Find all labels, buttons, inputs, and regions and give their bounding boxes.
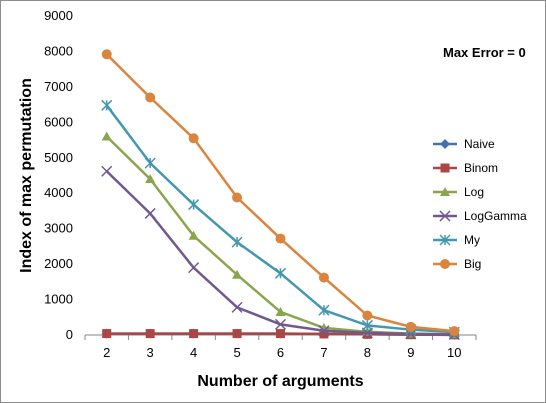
x-tick-label: 2: [103, 345, 110, 360]
y-tick-label: 1000: [44, 292, 73, 307]
x-tick-label: 4: [190, 345, 197, 360]
data-point: [440, 139, 450, 149]
legend-label: My: [464, 233, 480, 247]
data-point: [439, 234, 451, 246]
data-point: [440, 259, 450, 269]
data-point: [405, 321, 416, 332]
data-point: [318, 304, 330, 316]
x-tick-label: 5: [233, 345, 240, 360]
legend-label: Log: [464, 185, 484, 199]
y-tick-label: 3000: [44, 221, 73, 236]
x-axis-ticks: 2 3 4 5 6 7 8 9 10: [84, 335, 477, 360]
data-point: [102, 329, 112, 339]
y-axis-title: Index of max permutation: [18, 78, 35, 273]
y-tick-label: 9000: [44, 8, 73, 23]
data-point: [101, 165, 113, 177]
x-axis-title: Number of arguments: [197, 373, 363, 390]
x-tick-label: 10: [447, 345, 461, 360]
series-layer: [101, 49, 460, 340]
data-point: [145, 329, 155, 339]
legend-item: Naive: [433, 137, 495, 151]
x-tick-label: 8: [364, 345, 371, 360]
legend-item: My: [433, 233, 480, 247]
data-point: [101, 131, 112, 141]
data-point: [439, 210, 451, 222]
data-point: [188, 230, 199, 240]
data-point: [188, 262, 200, 274]
y-tick-label: 5000: [44, 150, 73, 165]
data-point: [188, 133, 199, 144]
legend-item: LogGamma: [433, 209, 527, 223]
legend-label: Big: [464, 257, 481, 271]
data-point: [318, 325, 330, 337]
legend-item: Log: [433, 185, 484, 199]
data-point: [318, 272, 329, 283]
max-error-annotation: Max Error = 0: [443, 45, 526, 60]
data-point: [101, 49, 112, 60]
data-point: [188, 199, 200, 211]
x-tick-label: 6: [277, 345, 284, 360]
data-point: [145, 174, 156, 184]
legend: Naive Binom Log LogGamma My Big: [433, 137, 527, 271]
data-point: [274, 267, 287, 279]
y-tick-label: 2000: [44, 256, 73, 271]
data-point: [101, 99, 113, 111]
data-point: [144, 207, 156, 219]
y-tick-label: 6000: [44, 114, 73, 129]
x-tick-label: 9: [407, 345, 414, 360]
data-point: [319, 329, 329, 339]
y-tick-label: 7000: [44, 79, 73, 94]
data-point: [232, 192, 243, 203]
data-point: [440, 163, 450, 173]
data-point: [361, 319, 373, 331]
data-point: [440, 187, 450, 196]
data-point: [144, 157, 156, 169]
data-point: [275, 306, 286, 316]
data-point: [362, 310, 373, 321]
series-big: [101, 49, 460, 337]
data-point: [231, 301, 243, 313]
x-tick-label: 3: [147, 345, 154, 360]
data-point: [275, 233, 286, 244]
legend-label: LogGamma: [464, 209, 527, 223]
legend-label: Binom: [464, 161, 498, 175]
legend-label: Naive: [464, 137, 495, 151]
x-tick-label: 7: [320, 345, 327, 360]
legend-item: Binom: [433, 161, 498, 175]
data-point: [231, 236, 243, 248]
data-point: [274, 318, 287, 330]
data-point: [189, 329, 199, 339]
data-point: [276, 329, 285, 339]
series-line: [105, 53, 455, 333]
y-tick-label: 4000: [44, 185, 73, 200]
data-point: [232, 329, 242, 339]
series-line: [105, 104, 455, 334]
data-point: [449, 326, 460, 337]
y-tick-label: 8000: [44, 43, 73, 58]
data-point: [145, 92, 156, 103]
legend-item: Big: [433, 257, 481, 271]
data-point: [232, 269, 243, 279]
y-tick-label: 0: [66, 327, 73, 342]
y-axis-ticks: 0 1000 2000 3000 4000 5000 6000 7000 8000 9000: [44, 8, 73, 342]
